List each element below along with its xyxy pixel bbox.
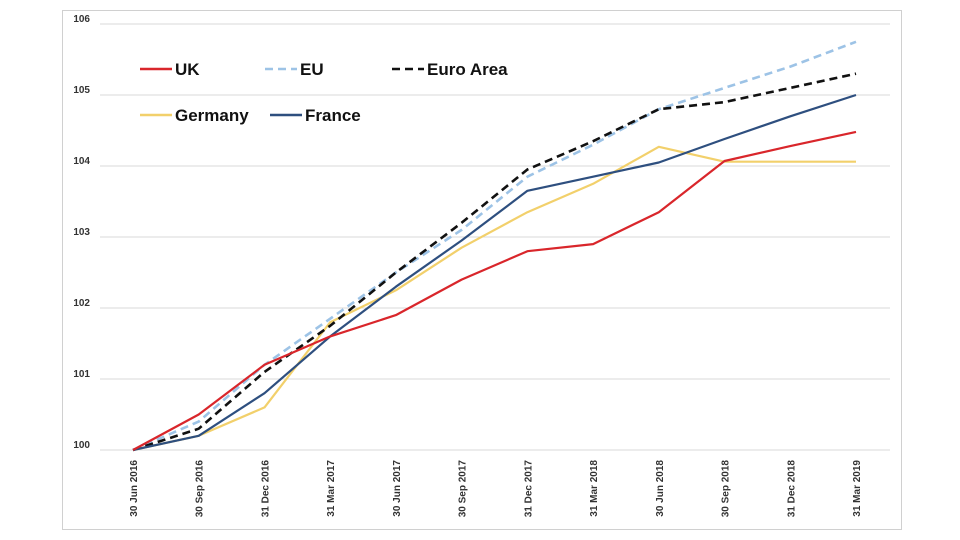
y-tick-label: 103	[73, 227, 90, 238]
y-tick-label: 100	[73, 440, 90, 451]
x-tick-label: 31 Mar 2017	[326, 460, 337, 517]
x-tick-label: 31 Dec 2017	[523, 460, 534, 518]
x-axis-ticks: 30 Jun 2016 30 Sep 2016 31 Dec 2016 31 Mar …	[129, 460, 863, 518]
series-line-germany	[132, 145, 856, 452]
y-tick-label: 105	[73, 85, 90, 96]
grid-lines	[100, 23, 890, 451]
x-tick-label: 31 Mar 2018	[589, 460, 600, 517]
x-tick-label: 30 Sep 2017	[458, 460, 469, 518]
x-tick-label: 31 Dec 2018	[786, 460, 797, 518]
series-line-uk	[132, 130, 857, 451]
x-tick-label: 31 Mar 2019	[852, 460, 863, 517]
x-tick-label: 31 Dec 2016	[260, 460, 271, 518]
y-tick-label: 102	[73, 298, 90, 309]
legend-label: Euro Area	[427, 60, 508, 79]
x-tick-label: 30 Sep 2018	[721, 460, 732, 518]
legend-label: EU	[300, 60, 324, 79]
y-axis-ticks: 100 101 102 103 104 105 106	[73, 14, 90, 451]
x-tick-label: 30 Sep 2016	[195, 460, 206, 518]
y-tick-label: 104	[73, 156, 90, 167]
legend-label: UK	[175, 60, 200, 79]
series-line-eu	[132, 40, 857, 452]
series-line-euro-area	[132, 72, 857, 452]
x-tick-label: 30 Jun 2016	[129, 460, 140, 517]
chart-frame	[62, 10, 902, 530]
legend: UK EU Euro Area Germany France	[140, 60, 508, 125]
x-tick-label: 30 Jun 2018	[655, 460, 666, 517]
series-lines	[132, 40, 857, 452]
y-tick-label: 101	[73, 369, 90, 380]
x-tick-label: 30 Jun 2017	[392, 460, 403, 517]
series-line-france	[132, 93, 857, 452]
legend-label: France	[305, 106, 361, 125]
y-tick-label: 106	[73, 14, 90, 25]
legend-label: Germany	[175, 106, 249, 125]
